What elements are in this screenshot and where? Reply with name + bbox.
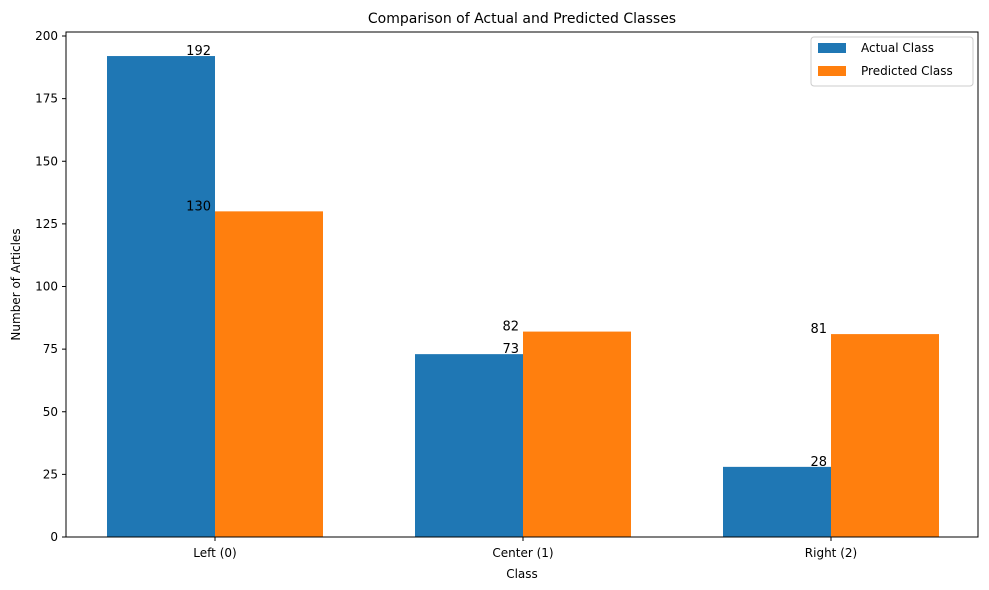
x-axis-label: Class — [506, 567, 538, 581]
bar-value-label: 28 — [810, 455, 827, 470]
bars-layer — [107, 56, 939, 538]
legend: Actual Class Predicted Class — [810, 36, 974, 87]
y-tick-label: 175 — [35, 92, 58, 106]
bar-value-label: 130 — [186, 199, 211, 214]
x-tick-label: Left (0) — [193, 546, 236, 560]
x-tick-label: Center (1) — [492, 546, 553, 560]
y-axis: 0 25 50 75 100 125 150 175 200 — [35, 29, 66, 544]
y-tick-label: 150 — [35, 154, 58, 168]
y-tick-label: 50 — [43, 405, 58, 419]
bar-actual-0 — [107, 56, 215, 538]
bar-labels-layer: 192 73 28 130 82 81 — [186, 44, 827, 470]
bar-predicted-2 — [831, 334, 939, 537]
y-tick-label: 200 — [35, 29, 58, 43]
legend-swatch-actual — [818, 43, 846, 53]
bar-predicted-0 — [215, 211, 323, 537]
y-tick-label: 25 — [43, 467, 58, 481]
y-tick-label: 125 — [35, 217, 58, 231]
y-tick-label: 75 — [43, 342, 58, 356]
legend-frame — [810, 36, 974, 87]
bar-predicted-1 — [523, 331, 631, 537]
plot-area-frame — [65, 31, 979, 538]
bar-actual-2 — [723, 466, 831, 537]
x-tick-label: Right (2) — [805, 546, 857, 560]
y-tick-label: 0 — [50, 530, 58, 544]
legend-swatch-predicted — [818, 66, 846, 76]
y-tick-label: 100 — [35, 280, 58, 294]
bar-value-label: 73 — [502, 342, 519, 357]
bar-actual-1 — [415, 354, 523, 537]
legend-label-actual: Actual Class — [861, 41, 934, 55]
bar-value-label: 192 — [186, 44, 211, 59]
bar-value-label: 81 — [810, 322, 827, 337]
bar-value-label: 82 — [502, 320, 519, 335]
y-axis-label: Number of Articles — [9, 228, 23, 340]
chart-title: Comparison of Actual and Predicted Class… — [368, 11, 676, 27]
legend-label-predicted: Predicted Class — [861, 64, 953, 78]
x-axis: Left (0) Center (1) Right (2) — [193, 537, 857, 560]
